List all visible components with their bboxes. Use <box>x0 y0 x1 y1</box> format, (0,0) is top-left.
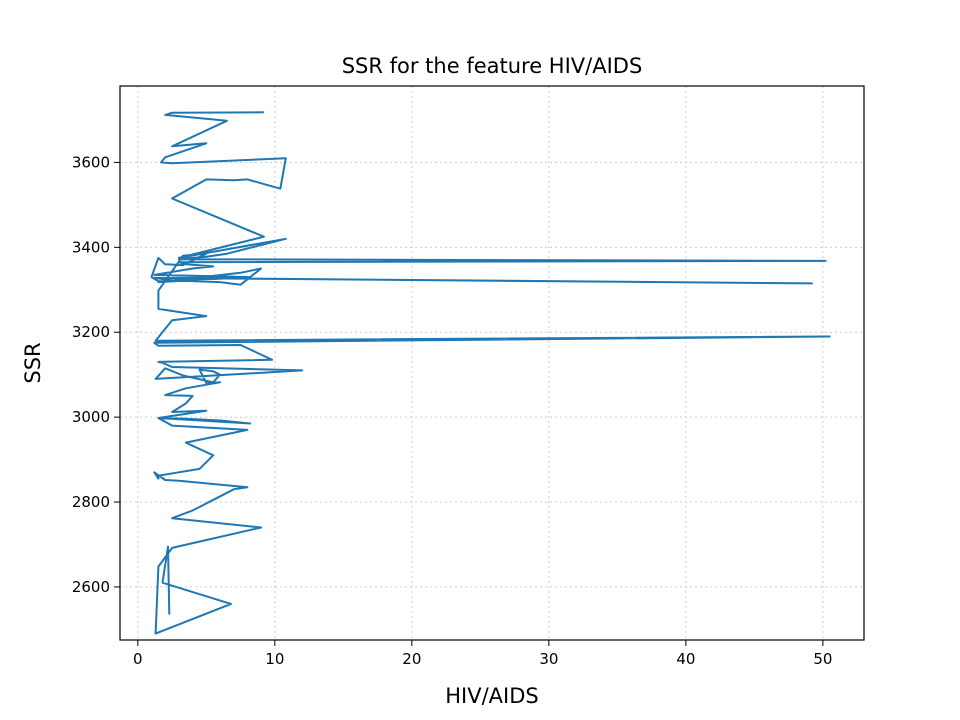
x-tick-label: 30 <box>539 650 558 668</box>
x-axis-label: HIV/AIDS <box>445 684 539 708</box>
y-tick-label: 3400 <box>72 238 110 256</box>
y-tick-label: 3200 <box>72 323 110 341</box>
chart-title: SSR for the feature HIV/AIDS <box>342 54 643 78</box>
series-line <box>150 111 831 635</box>
x-tick-label: 40 <box>676 650 695 668</box>
plot-area <box>150 111 831 635</box>
x-axis: 0 10 20 30 40 50 <box>133 640 832 668</box>
x-tick-label: 10 <box>265 650 284 668</box>
x-tick-label: 0 <box>133 650 143 668</box>
y-tick-label: 3000 <box>72 408 110 426</box>
x-tick-label: 20 <box>402 650 421 668</box>
y-tick-label: 3600 <box>72 153 110 171</box>
y-tick-label: 2600 <box>72 578 110 596</box>
plot-frame <box>119 85 865 641</box>
y-axis: 2600 2800 3000 3200 3400 3600 <box>72 153 120 596</box>
y-tick-label: 2800 <box>72 493 110 511</box>
x-tick-label: 50 <box>813 650 832 668</box>
y-axis-label: SSR <box>21 342 45 383</box>
grid <box>120 86 864 640</box>
